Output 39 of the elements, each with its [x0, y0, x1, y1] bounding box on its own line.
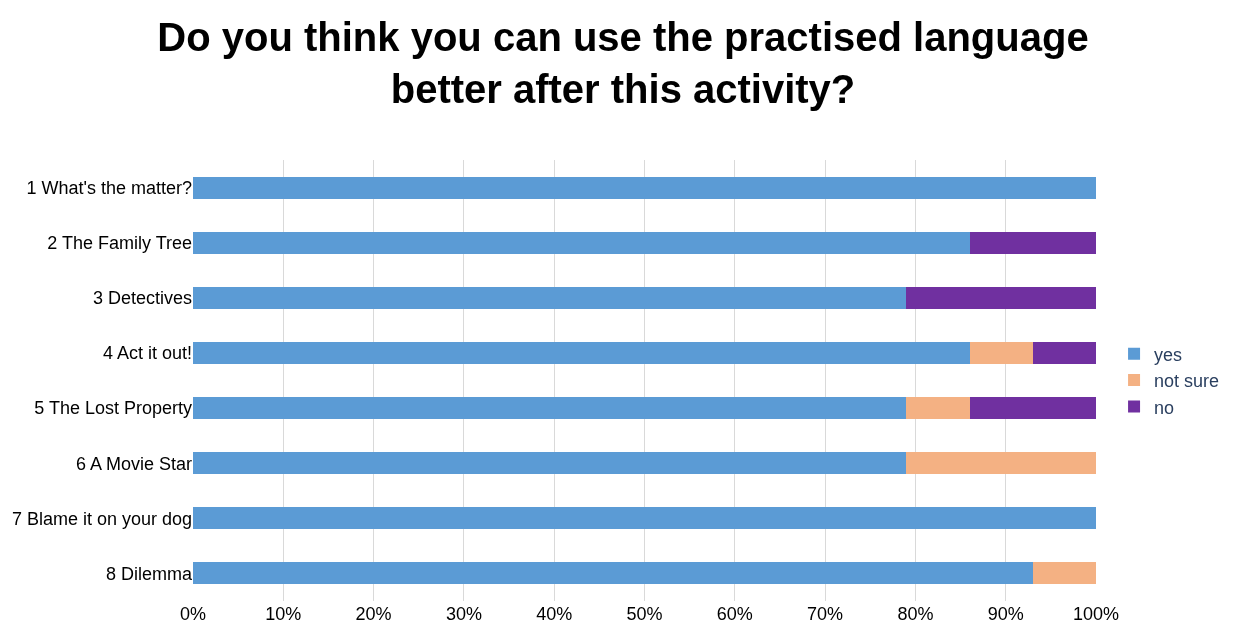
y-tick-label: 6 A Movie Star — [75, 453, 192, 474]
bar — [193, 341, 970, 364]
bar — [193, 231, 970, 254]
chart-title: Do you think you can use the practised language better after this activity? — [157, 15, 1089, 112]
x-tick-label: 20% — [355, 604, 392, 624]
x-tick-label: 100% — [1072, 604, 1120, 624]
y-tick-label: 5 The Lost Property — [34, 398, 192, 419]
y-tick-label: 7 Blame it on your dog — [11, 508, 192, 529]
x-tick-label: 60% — [716, 604, 753, 624]
bar — [906, 397, 970, 420]
bar — [193, 562, 1033, 585]
bar — [1032, 562, 1096, 585]
y-tick-label: 1 What's the matter? — [26, 177, 192, 198]
y-tick-label: 4 Act it out! — [102, 343, 192, 364]
x-tick-label: 90% — [987, 604, 1024, 624]
x-tick-label: 80% — [897, 604, 934, 624]
bar — [969, 397, 1096, 420]
y-tick-label: 2 The Family Tree — [47, 232, 192, 253]
x-tick-label: 30% — [445, 604, 482, 624]
y-tick-label: 8 Dilemma — [105, 563, 193, 584]
legend-label: no — [1154, 397, 1175, 418]
bar — [193, 286, 907, 309]
legend-label: yes — [1154, 344, 1183, 365]
x-tick-label: 10% — [265, 604, 302, 624]
x-tick-label: 50% — [626, 604, 663, 624]
legend-label: not sure — [1154, 371, 1220, 392]
bar — [193, 452, 907, 475]
x-tick-label: 40% — [536, 604, 573, 624]
bar — [1032, 341, 1096, 364]
bar — [906, 286, 1096, 309]
x-tick-label: 70% — [807, 604, 844, 624]
x-tick-label: 0% — [179, 604, 207, 624]
bar — [969, 231, 1096, 254]
bar — [193, 176, 1096, 199]
bar — [193, 507, 1096, 530]
y-tick-label: 3 Detectives — [92, 288, 192, 309]
bar — [969, 341, 1033, 364]
bar — [906, 452, 1096, 475]
bar — [193, 397, 907, 420]
